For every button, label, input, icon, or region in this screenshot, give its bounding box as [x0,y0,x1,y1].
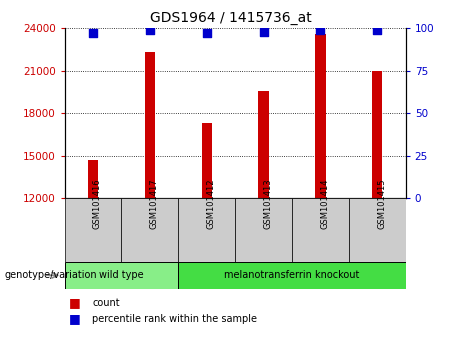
Bar [178,262,406,289]
Bar [121,198,178,262]
Text: ■: ■ [69,312,81,325]
Bar [65,198,121,262]
Bar [372,71,382,198]
Bar [201,123,212,198]
Text: count: count [92,298,120,308]
Point [89,30,97,36]
Point [203,30,210,36]
Point [260,29,267,35]
Text: GDS1964 / 1415736_at: GDS1964 / 1415736_at [150,11,311,25]
Text: wild type: wild type [99,270,144,280]
Bar [65,262,178,289]
Text: GSM101416: GSM101416 [93,178,102,229]
Bar [292,198,349,262]
Point [373,27,381,33]
Text: GSM101417: GSM101417 [150,178,159,229]
Bar [178,198,235,262]
Text: genotype/variation: genotype/variation [5,270,97,280]
Text: ■: ■ [69,296,81,309]
Bar [88,160,98,198]
Text: GSM101414: GSM101414 [320,178,330,229]
Text: percentile rank within the sample: percentile rank within the sample [92,314,257,324]
Text: GSM101415: GSM101415 [377,178,386,229]
Point [317,27,324,33]
Text: GSM101413: GSM101413 [264,178,272,229]
Bar [145,52,155,198]
Text: GSM101412: GSM101412 [207,178,216,229]
Text: melanotransferrin knockout: melanotransferrin knockout [225,270,360,280]
Bar [235,198,292,262]
Bar [315,34,325,198]
Bar [259,91,269,198]
Bar [349,198,406,262]
Point [146,27,154,33]
